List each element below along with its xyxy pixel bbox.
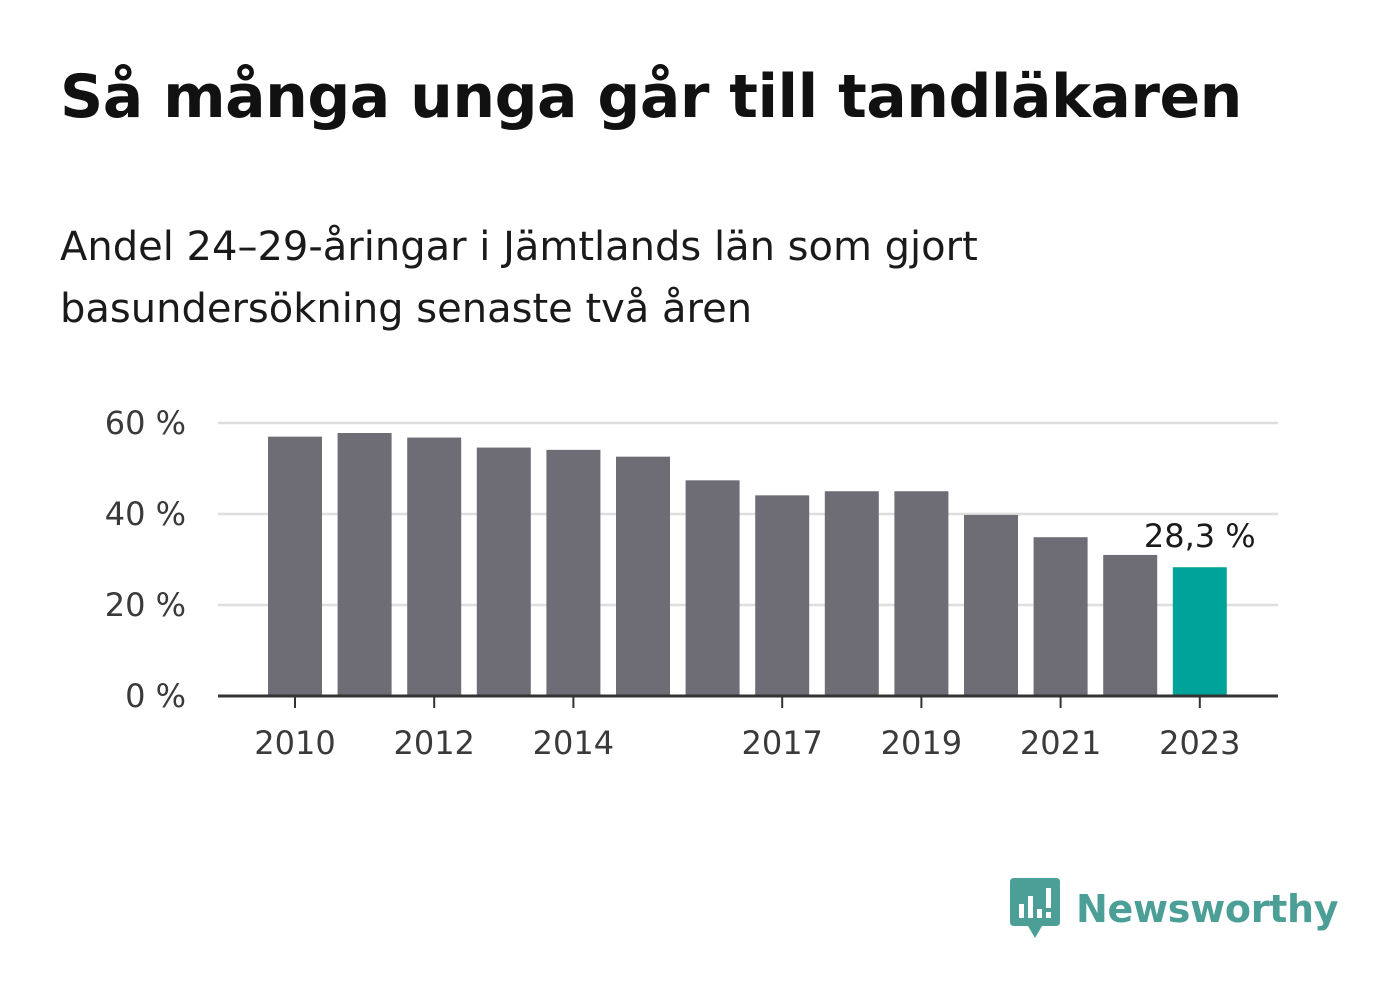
highlight-value-label: 28,3 % — [1144, 517, 1256, 555]
brand-name: Newsworthy — [1076, 887, 1339, 931]
y-tick-label: 60 % — [105, 404, 186, 442]
bar — [755, 495, 810, 696]
bar — [476, 447, 531, 696]
bar-highlight — [1172, 567, 1227, 696]
annotations: 28,3 % — [1140, 513, 1260, 559]
bar — [964, 514, 1018, 696]
bar — [824, 491, 879, 696]
chart-title: Så många unga går till tandläkaren — [60, 62, 1242, 132]
y-tick-label: 20 % — [105, 586, 186, 624]
x-tick-label: 2014 — [533, 724, 614, 762]
bar — [1033, 537, 1088, 696]
brand: Newsworthy — [1010, 878, 1339, 940]
chart-subtitle: Andel 24–29-åringar i Jämtlands län som … — [60, 224, 978, 332]
y-tick-label: 40 % — [105, 495, 186, 533]
x-tick-label: 2023 — [1159, 724, 1240, 762]
x-axis — [218, 694, 1278, 708]
y-tick-label: 0 % — [125, 677, 186, 715]
x-axis-labels: 2010 2012 2014 2017 2019 2021 2023 — [254, 724, 1240, 762]
x-tick-label: 2017 — [741, 724, 822, 762]
bar — [894, 491, 949, 696]
bar — [337, 433, 392, 696]
bars — [268, 433, 1227, 696]
bar — [407, 437, 462, 696]
y-axis-labels: 0 % 20 % 40 % 60 % — [105, 404, 186, 715]
bar — [268, 436, 322, 696]
bar-chart: 0 % 20 % 40 % 60 % 2010 2012 2014 2017 2019 2021… — [105, 404, 1278, 762]
newsworthy-logo-icon — [1010, 878, 1060, 938]
grid-lines — [218, 421, 1278, 607]
x-tick-label: 2012 — [393, 724, 474, 762]
bar — [685, 480, 740, 696]
x-tick-label: 2019 — [881, 724, 962, 762]
bar — [1103, 554, 1158, 696]
bar — [616, 456, 670, 696]
bar — [546, 449, 601, 696]
x-tick-label: 2021 — [1020, 724, 1101, 762]
x-tick-label: 2010 — [254, 724, 335, 762]
